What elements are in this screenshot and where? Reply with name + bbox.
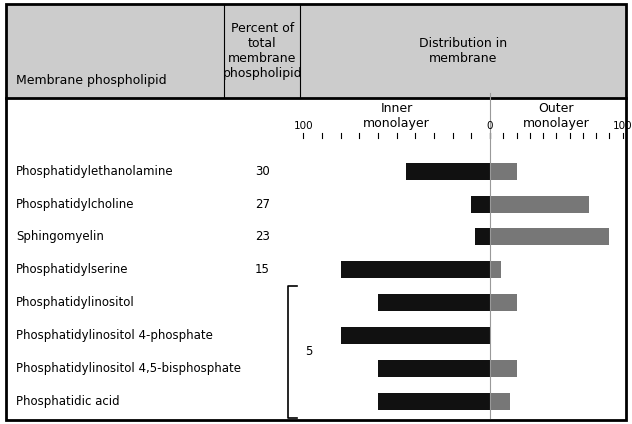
- Bar: [341, 327, 490, 344]
- Bar: [490, 393, 510, 410]
- Text: Sphingomyelin: Sphingomyelin: [16, 230, 104, 243]
- Text: 100: 100: [293, 121, 313, 131]
- Bar: [490, 261, 501, 278]
- Text: 0: 0: [487, 121, 494, 131]
- Text: 23: 23: [255, 230, 270, 243]
- Text: Phosphatidylethanolamine: Phosphatidylethanolamine: [16, 165, 173, 178]
- Bar: [341, 261, 490, 278]
- Text: Phosphatidylinositol 4-phosphate: Phosphatidylinositol 4-phosphate: [16, 329, 213, 342]
- Bar: [471, 195, 490, 212]
- Bar: [6, 4, 626, 98]
- Bar: [378, 360, 490, 377]
- Bar: [378, 393, 490, 410]
- Text: Percent of
total
membrane
phospholipid: Percent of total membrane phospholipid: [222, 22, 302, 80]
- Bar: [406, 163, 490, 180]
- Bar: [490, 195, 590, 212]
- Text: Phosphatidylserine: Phosphatidylserine: [16, 263, 128, 276]
- Text: Phosphatidic acid: Phosphatidic acid: [16, 395, 119, 408]
- Bar: [475, 229, 490, 245]
- Text: 30: 30: [255, 165, 270, 178]
- Text: Inner
monolayer: Inner monolayer: [363, 102, 430, 130]
- Text: Distribution in
membrane: Distribution in membrane: [419, 37, 507, 65]
- Bar: [378, 294, 490, 311]
- Text: Phosphatidylcholine: Phosphatidylcholine: [16, 198, 135, 211]
- Text: 100: 100: [612, 121, 632, 131]
- Bar: [490, 294, 516, 311]
- Bar: [490, 229, 609, 245]
- Text: 15: 15: [255, 263, 270, 276]
- Text: Phosphatidylinositol: Phosphatidylinositol: [16, 296, 135, 309]
- Text: Phosphatidylinositol 4,5-bisphosphate: Phosphatidylinositol 4,5-bisphosphate: [16, 362, 241, 375]
- Bar: [490, 163, 516, 180]
- Text: 27: 27: [255, 198, 270, 211]
- Text: 5: 5: [305, 346, 313, 358]
- Bar: [490, 360, 516, 377]
- Text: Outer
monolayer: Outer monolayer: [523, 102, 590, 130]
- Text: Membrane phospholipid: Membrane phospholipid: [16, 74, 166, 87]
